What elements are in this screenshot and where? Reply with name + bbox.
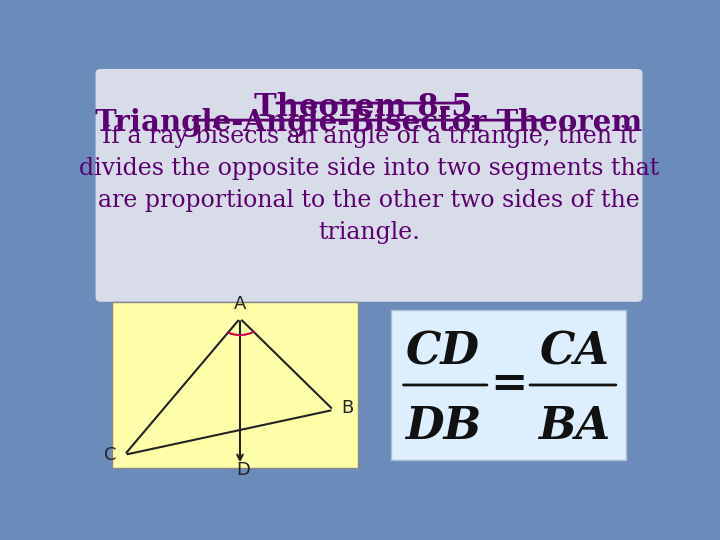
Text: BA: BA xyxy=(538,406,610,448)
FancyBboxPatch shape xyxy=(96,69,642,302)
Text: CA: CA xyxy=(539,330,609,374)
Text: =: = xyxy=(490,363,527,407)
Text: If a ray bisects an angle of a triangle, then it
divides the opposite side into : If a ray bisects an angle of a triangle,… xyxy=(79,125,659,244)
Text: C: C xyxy=(104,446,116,464)
Text: D: D xyxy=(236,461,250,479)
Text: CD: CD xyxy=(406,330,480,374)
Text: Theorem 8-5: Theorem 8-5 xyxy=(254,92,484,123)
Text: B: B xyxy=(342,399,354,417)
FancyBboxPatch shape xyxy=(392,310,626,460)
Text: A: A xyxy=(234,295,246,313)
FancyBboxPatch shape xyxy=(112,302,358,468)
Text: DB: DB xyxy=(405,406,481,448)
Text: Triangle-Angle-Bisector Theorem: Triangle-Angle-Bisector Theorem xyxy=(96,109,642,138)
